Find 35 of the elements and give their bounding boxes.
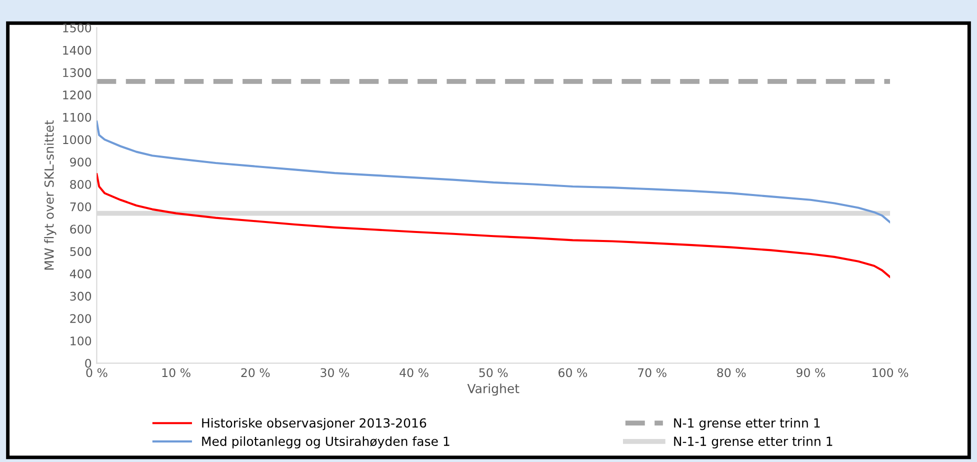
x-tick-label: 50 % bbox=[479, 368, 508, 378]
x-tick-label: 40 % bbox=[400, 368, 428, 378]
x-tick-label: 10 % bbox=[162, 368, 190, 378]
y-tick-label: 600 bbox=[70, 224, 92, 234]
y-tick-label: 900 bbox=[70, 158, 92, 167]
legend-label: N-1-1 grense etter trinn 1 bbox=[674, 436, 832, 448]
y-tick-label: 1200 bbox=[63, 90, 92, 100]
x-tick-label: 60 % bbox=[558, 368, 588, 378]
legend-label: Historiske observasjoner 2013-2016 bbox=[202, 418, 426, 430]
x-tick-label: 80 % bbox=[717, 368, 746, 378]
x-tick-label: 90 % bbox=[796, 368, 826, 378]
legend-label: Med pilotanlegg og Utsirahøyden fase 1 bbox=[202, 436, 450, 448]
y-tick-label: 300 bbox=[70, 292, 92, 301]
y-tick-label: 500 bbox=[70, 247, 92, 256]
legend-label: N-1 grense etter trinn 1 bbox=[674, 418, 820, 430]
y-tick-label: 200 bbox=[70, 314, 92, 324]
y-tick-label: 1000 bbox=[63, 135, 92, 144]
y-tick-label: 1100 bbox=[63, 112, 92, 122]
x-tick-label: 0 % bbox=[86, 368, 108, 378]
y-tick-label: 100 bbox=[70, 336, 92, 346]
line-series bbox=[96, 120, 890, 224]
x-axis-title: Varighet bbox=[467, 384, 520, 396]
x-tick-label: 70 % bbox=[638, 368, 666, 378]
y-tick-label: 1300 bbox=[63, 68, 92, 78]
y-tick-label: 0 bbox=[85, 358, 92, 368]
line-series bbox=[96, 173, 890, 278]
y-tick-label: 400 bbox=[70, 269, 92, 278]
y-tick-label: 800 bbox=[70, 180, 92, 189]
y-axis-title: MW flyt over SKL-snittet bbox=[44, 120, 56, 270]
x-tick-label: 100 % bbox=[872, 368, 908, 378]
x-tick-label: 30 % bbox=[320, 368, 350, 378]
x-tick-label: 20 % bbox=[241, 368, 270, 378]
y-tick-label: 1500 bbox=[63, 23, 92, 32]
y-tick-label: 700 bbox=[70, 202, 92, 212]
y-tick-label: 1400 bbox=[63, 46, 92, 55]
